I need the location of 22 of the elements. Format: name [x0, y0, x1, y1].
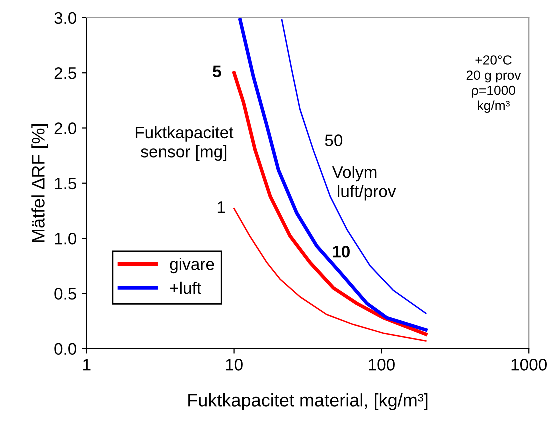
annotation: 5	[213, 66, 222, 78]
annotation: +20°C 20 g prov ρ=1000 kg/m³	[466, 56, 522, 114]
y-tick-label: 0.0	[54, 343, 77, 356]
annotation: 50	[325, 134, 343, 146]
legend-label: givare	[170, 258, 214, 274]
annotation: Fuktkapacitet sensor [mg]	[136, 126, 234, 162]
y-tick-label: 1.0	[55, 232, 77, 245]
x-tick-label: 1	[84, 359, 91, 371]
legend-label: +luft	[170, 282, 202, 294]
y-tick-label: 0.5	[54, 288, 76, 300]
y-tick-label: 2.0	[54, 122, 77, 134]
x-tick-label: 10	[226, 359, 243, 371]
annotation: Volym luft/prov	[332, 166, 396, 201]
x-axis-title: Fuktkapacitet material, [kg/m³]	[188, 394, 428, 410]
y-tick-label: 1.5	[55, 178, 76, 190]
annotation: 1	[218, 202, 226, 214]
x-tick-label: 1000	[512, 359, 547, 371]
x-tick-label: 100	[369, 359, 395, 371]
annotation: 10	[333, 246, 350, 258]
y-tick-label: 2.5	[54, 67, 76, 80]
y-axis-title: Mätfel ∆RF [%]	[32, 124, 48, 242]
y-tick-label: 3.0	[54, 12, 77, 24]
